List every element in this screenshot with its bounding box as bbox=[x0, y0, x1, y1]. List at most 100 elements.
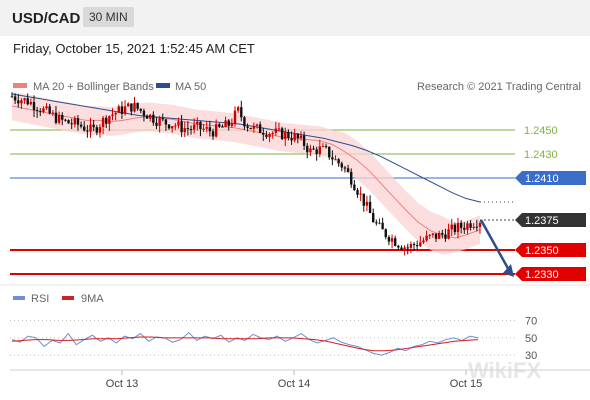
candle-body bbox=[120, 106, 124, 114]
candle-body bbox=[293, 133, 296, 141]
candle-body bbox=[13, 96, 17, 101]
candle-body bbox=[92, 124, 95, 128]
candle-body bbox=[61, 115, 64, 120]
candle-body bbox=[437, 232, 441, 239]
timeframe-badge[interactable]: 30 MIN bbox=[83, 7, 134, 27]
candle-body bbox=[265, 134, 268, 137]
candle-body bbox=[296, 133, 300, 139]
candle-body bbox=[381, 222, 384, 230]
candle-body bbox=[274, 128, 278, 133]
x-tick-label: Oct 15 bbox=[450, 378, 482, 390]
candle-body bbox=[390, 238, 394, 242]
candle-body bbox=[312, 148, 315, 150]
candle-body bbox=[155, 122, 158, 126]
candle-body bbox=[133, 102, 136, 112]
candle-body bbox=[277, 128, 281, 130]
candle-body bbox=[415, 245, 419, 247]
candle-body bbox=[365, 201, 369, 206]
ma50-legend-swatch bbox=[156, 83, 170, 88]
candle-body bbox=[105, 117, 108, 124]
watermark: WikiFX bbox=[468, 358, 541, 383]
candle-body bbox=[384, 229, 387, 237]
candle-body bbox=[419, 242, 422, 247]
candle-body bbox=[378, 222, 381, 224]
rsi-legend-swatch bbox=[13, 296, 25, 300]
level-label-1.2350: 1.2350 bbox=[525, 245, 559, 257]
candle-body bbox=[114, 112, 117, 115]
candle-body bbox=[218, 124, 221, 127]
candle-body bbox=[350, 171, 353, 185]
symbol-label: USD/CAD bbox=[12, 10, 81, 27]
candle-body bbox=[167, 124, 171, 129]
level-label-1.2330: 1.2330 bbox=[525, 269, 559, 281]
candle-body bbox=[54, 112, 58, 123]
candle-body bbox=[393, 238, 397, 246]
rsi-legend-label: RSI bbox=[31, 293, 49, 305]
candle-body bbox=[233, 110, 237, 124]
candle-body bbox=[183, 128, 186, 133]
candle-body bbox=[406, 247, 409, 249]
candle-body bbox=[463, 227, 466, 230]
candle-body bbox=[372, 213, 375, 223]
candle-body bbox=[240, 107, 243, 118]
candle-body bbox=[108, 116, 111, 124]
ma20-line bbox=[11, 105, 481, 239]
chart-datetime: Friday, October 15, 2021 1:52:45 AM CET bbox=[13, 41, 255, 56]
candle-body bbox=[340, 163, 343, 168]
x-axis: Oct 13 Oct 14 Oct 15 bbox=[106, 370, 482, 390]
candle-body bbox=[177, 121, 180, 126]
candle-body bbox=[368, 201, 372, 214]
candle-body bbox=[412, 243, 416, 246]
candle-body bbox=[243, 117, 246, 127]
candle-body bbox=[26, 98, 29, 105]
candle-body bbox=[136, 102, 139, 109]
candle-body bbox=[152, 114, 155, 123]
candle-body bbox=[111, 114, 114, 117]
forecast-arrow-head bbox=[503, 264, 514, 277]
candle-body bbox=[224, 120, 227, 127]
candle-body bbox=[139, 108, 142, 111]
candle-body bbox=[478, 223, 482, 227]
candle-body bbox=[428, 234, 431, 236]
candle-body bbox=[475, 226, 479, 228]
candle-body bbox=[472, 226, 475, 228]
candle-body bbox=[318, 146, 322, 155]
candle-body bbox=[67, 120, 70, 124]
candle-body bbox=[214, 124, 218, 137]
ma50-legend-label: MA 50 bbox=[175, 81, 206, 93]
candle-body bbox=[89, 124, 92, 132]
candle-body bbox=[359, 193, 362, 195]
candle-body bbox=[302, 135, 306, 146]
candle-body bbox=[425, 235, 428, 241]
candle-body bbox=[35, 110, 39, 112]
candle-body bbox=[334, 159, 337, 161]
candle-body bbox=[331, 157, 334, 160]
level-label-1.2410: 1.2410 bbox=[525, 173, 559, 185]
candle-body bbox=[271, 132, 274, 135]
candle-body bbox=[299, 135, 303, 139]
candle-body bbox=[409, 243, 413, 248]
rsi-line bbox=[11, 332, 479, 356]
candle-body bbox=[444, 234, 447, 239]
candle-body bbox=[211, 131, 215, 137]
candle-body bbox=[441, 232, 444, 235]
candle-body bbox=[64, 119, 67, 121]
candle-body bbox=[51, 112, 55, 114]
candle-body bbox=[431, 233, 435, 235]
candle-body bbox=[73, 118, 77, 125]
candle-body bbox=[23, 98, 26, 101]
candle-body bbox=[353, 184, 356, 191]
candle-body bbox=[459, 222, 463, 228]
candle-body bbox=[117, 106, 120, 113]
candle-body bbox=[189, 129, 193, 131]
candle-body bbox=[48, 106, 51, 114]
candle-body bbox=[258, 124, 262, 134]
credit-text: Research © 2021 Trading Central bbox=[417, 81, 581, 93]
candle-body bbox=[387, 236, 391, 242]
candle-body bbox=[466, 223, 469, 230]
rsi-ma9-line bbox=[11, 336, 479, 352]
candle-body bbox=[83, 126, 86, 131]
level-tag-1.2375 bbox=[515, 213, 586, 227]
candle-body bbox=[205, 127, 208, 129]
candle-body bbox=[284, 131, 287, 140]
